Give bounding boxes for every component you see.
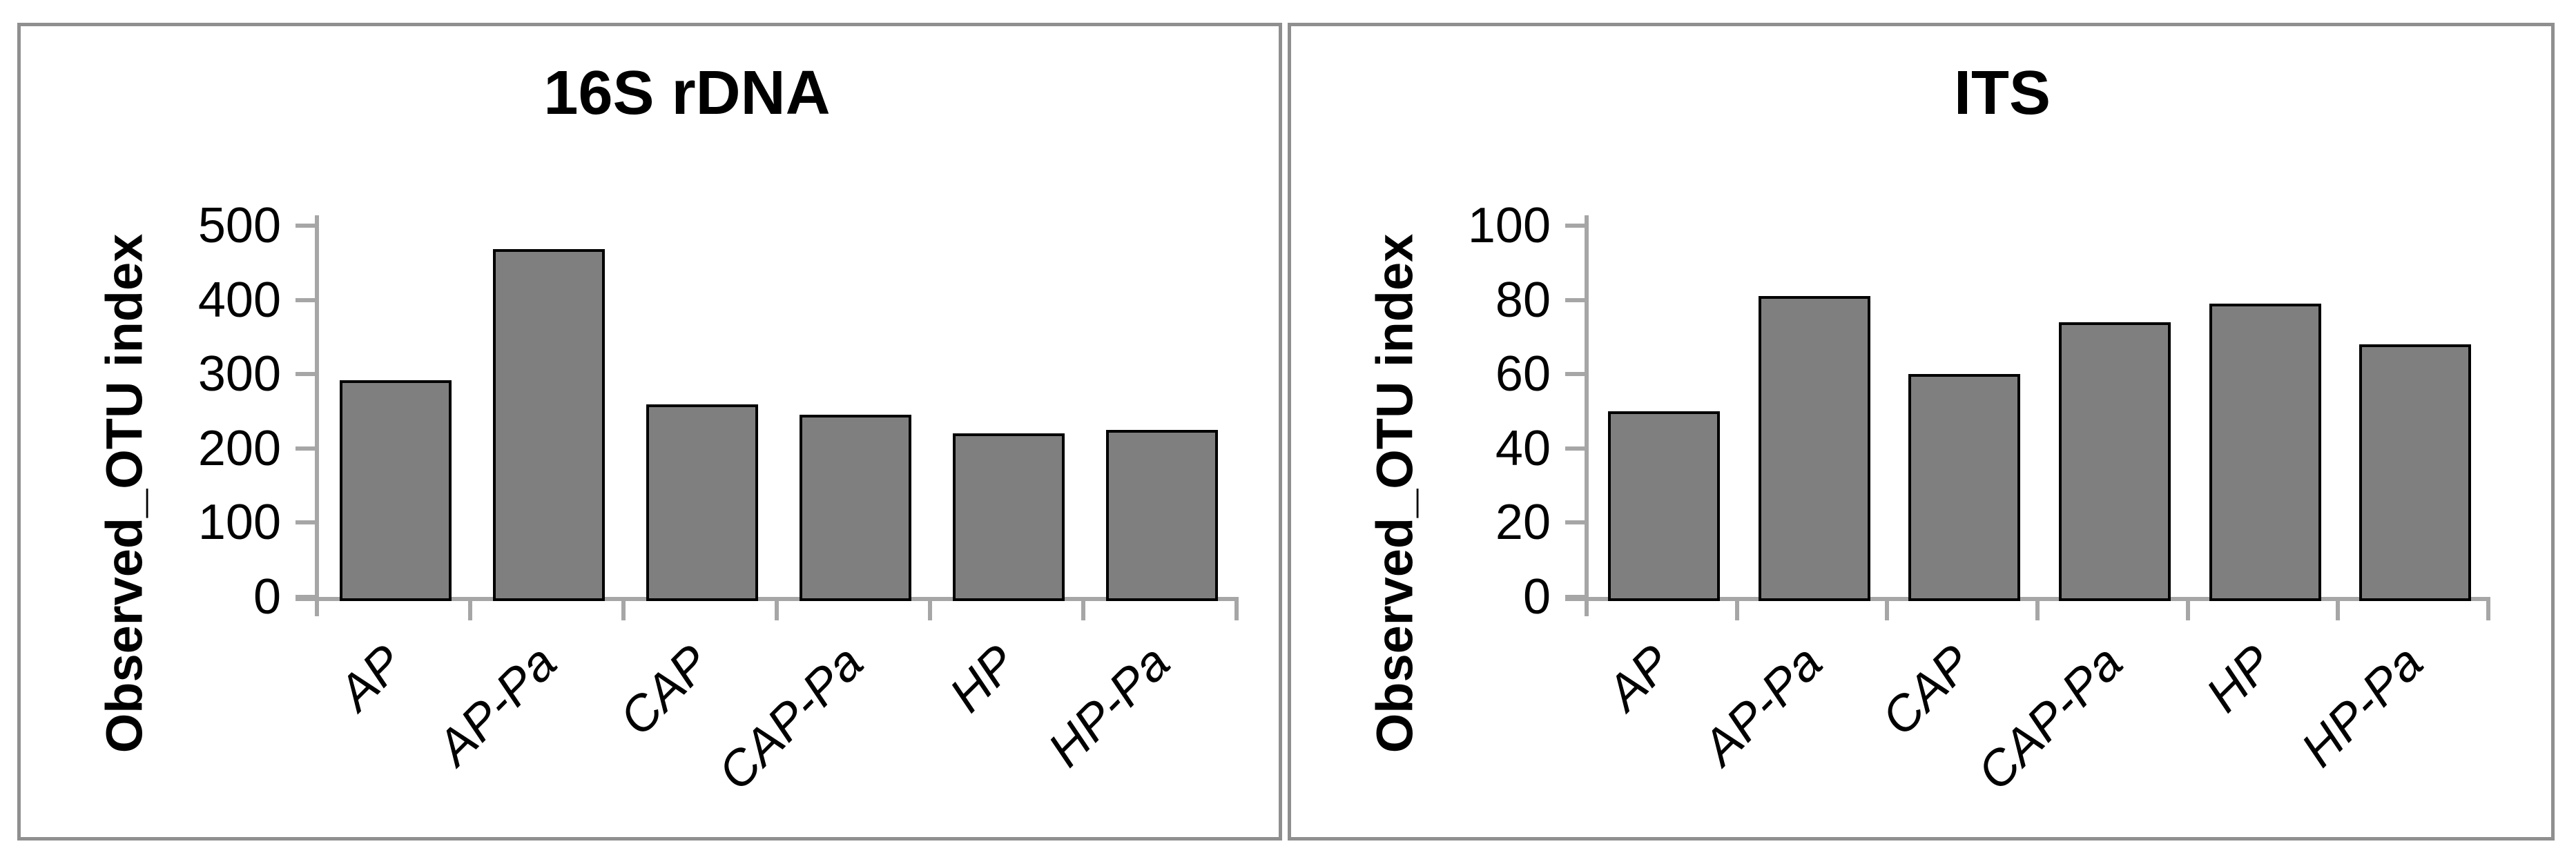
x-tick-mark <box>1885 601 1890 620</box>
bar <box>2359 344 2471 601</box>
chart-title: 16S rDNA <box>543 59 831 128</box>
y-tick-mark <box>1565 224 1589 228</box>
x-axis-line <box>1565 597 2490 601</box>
x-tick-mark <box>1234 601 1239 620</box>
x-tick-mark <box>2336 601 2341 620</box>
y-tick-mark <box>1565 297 1589 302</box>
y-tick-mark <box>296 446 319 451</box>
y-tick-mark <box>296 297 319 302</box>
y-tick-label: 0 <box>253 569 281 625</box>
bar <box>1759 296 1870 601</box>
x-tick-mark <box>775 601 779 620</box>
bar <box>1106 430 1218 601</box>
y-tick-label: 0 <box>1522 569 1551 625</box>
bar <box>493 249 605 601</box>
bar <box>1608 411 1720 601</box>
x-tick-mark <box>2035 601 2040 620</box>
y-tick-label: 40 <box>1495 420 1551 476</box>
bar <box>646 404 758 601</box>
y-tick-label: 20 <box>1495 495 1551 551</box>
x-axis-line <box>296 597 1239 601</box>
bar <box>340 380 452 601</box>
bar <box>800 415 911 601</box>
y-tick-label: 500 <box>197 198 281 253</box>
y-tick-label: 80 <box>1495 272 1551 328</box>
y-tick-mark <box>296 372 319 377</box>
chart-title: ITS <box>1953 59 2051 128</box>
y-tick-mark <box>1565 595 1589 599</box>
y-tick-label: 100 <box>197 495 281 551</box>
y-axis-line <box>315 215 319 616</box>
y-tick-label: 200 <box>197 420 281 476</box>
y-tick-label: 300 <box>197 346 281 402</box>
y-tick-label: 100 <box>1467 198 1551 253</box>
x-tick-mark <box>1734 601 1739 620</box>
y-tick-mark <box>296 595 319 599</box>
x-tick-mark <box>621 601 626 620</box>
x-tick-mark <box>1081 601 1085 620</box>
x-tick-mark <box>2185 601 2190 620</box>
bar <box>2059 322 2171 601</box>
y-tick-mark <box>296 520 319 525</box>
y-tick-mark <box>1565 520 1589 525</box>
x-tick-mark <box>2486 601 2490 620</box>
y-tick-mark <box>296 224 319 228</box>
bar <box>1908 374 2020 601</box>
bar <box>953 433 1065 601</box>
x-tick-mark <box>928 601 932 620</box>
x-tick-mark <box>468 601 472 620</box>
y-tick-label: 400 <box>197 272 281 328</box>
y-tick-mark <box>1565 446 1589 451</box>
y-tick-label: 60 <box>1495 346 1551 402</box>
bar <box>2209 304 2321 601</box>
y-tick-mark <box>1565 372 1589 377</box>
y-axis-line <box>1585 215 1589 616</box>
